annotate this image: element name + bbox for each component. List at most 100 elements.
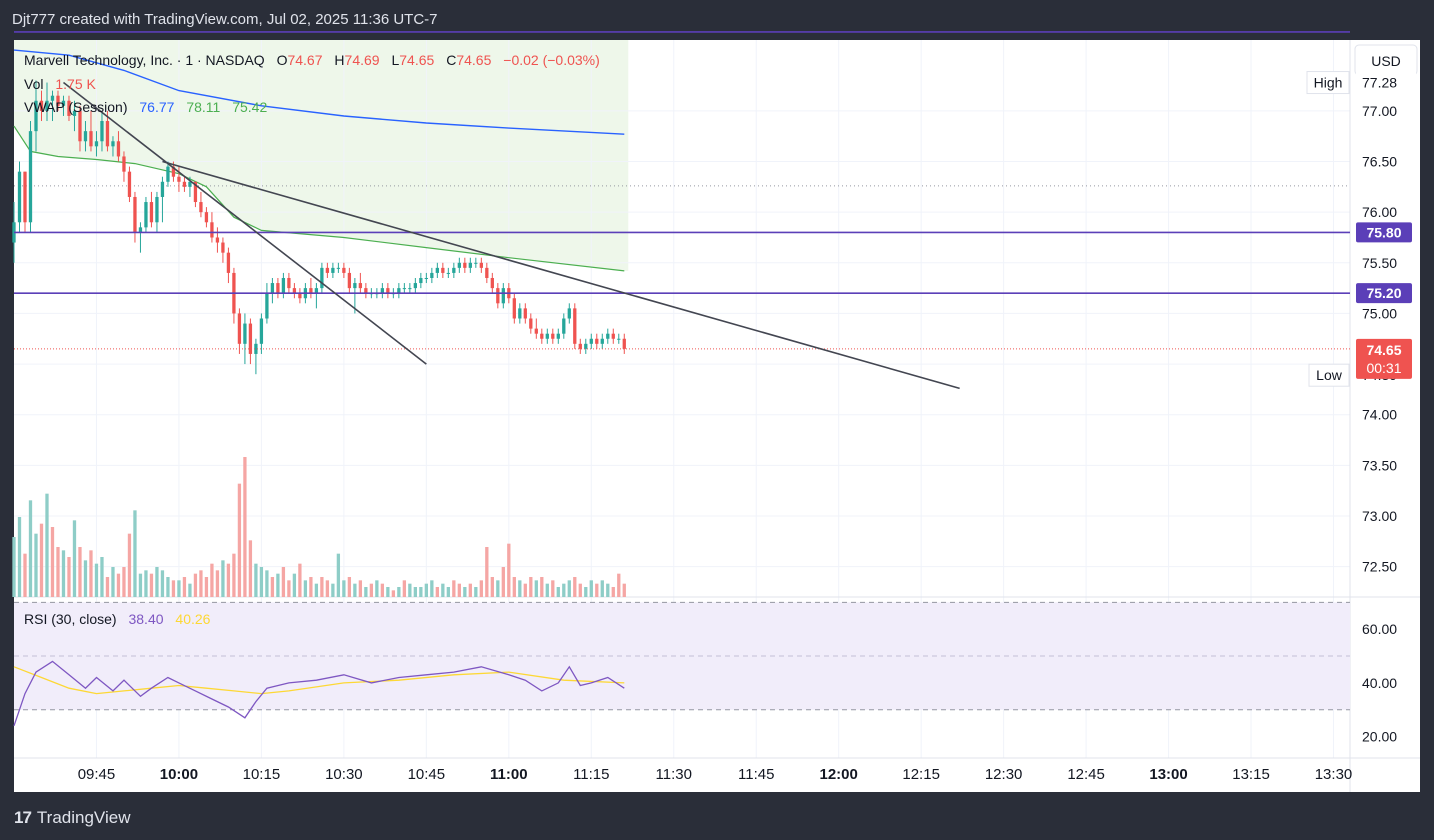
candle[interactable] xyxy=(39,90,44,122)
horizontal-levels[interactable]: 75.80 75.20 xyxy=(14,31,1412,350)
candle[interactable] xyxy=(325,262,330,278)
candle[interactable] xyxy=(419,272,423,289)
legend-rsi-label[interactable]: RSI (30, close) xyxy=(24,611,117,627)
candle[interactable] xyxy=(430,267,434,284)
candle[interactable] xyxy=(193,181,198,208)
candle[interactable] xyxy=(622,333,626,354)
candle[interactable] xyxy=(276,277,280,299)
candle[interactable] xyxy=(386,283,390,299)
candle[interactable] xyxy=(611,328,615,344)
candle[interactable] xyxy=(545,328,549,344)
candle[interactable] xyxy=(160,176,165,223)
candle[interactable] xyxy=(529,313,533,334)
trendlines[interactable] xyxy=(62,81,960,390)
candle[interactable] xyxy=(452,262,456,278)
candle[interactable] xyxy=(23,171,27,233)
candle[interactable] xyxy=(116,131,121,162)
candle[interactable] xyxy=(578,338,582,354)
candle[interactable] xyxy=(133,191,137,243)
candle[interactable] xyxy=(457,257,461,273)
candle[interactable] xyxy=(606,328,610,344)
legend-symbol[interactable]: Marvell Technology, Inc. · 1 · NASDAQ xyxy=(24,52,265,68)
candle[interactable] xyxy=(45,82,49,122)
candle[interactable] xyxy=(540,328,544,344)
candle[interactable] xyxy=(72,100,77,132)
candle[interactable] xyxy=(353,277,357,314)
candle[interactable] xyxy=(397,283,401,299)
candle[interactable] xyxy=(243,313,247,365)
candle[interactable] xyxy=(523,303,527,324)
candle[interactable] xyxy=(463,257,467,273)
candle[interactable] xyxy=(595,333,599,349)
candle[interactable] xyxy=(215,227,220,253)
candle[interactable] xyxy=(287,272,291,294)
candle[interactable] xyxy=(562,313,566,339)
candle[interactable] xyxy=(204,207,209,228)
candle[interactable] xyxy=(468,257,472,273)
candle[interactable] xyxy=(111,136,115,157)
candle[interactable] xyxy=(435,262,439,278)
candle[interactable] xyxy=(50,90,55,122)
candle[interactable] xyxy=(210,212,214,243)
candle[interactable] xyxy=(166,161,170,187)
candle[interactable] xyxy=(589,333,593,349)
candle[interactable] xyxy=(67,95,71,122)
candle[interactable] xyxy=(518,303,522,324)
candle[interactable] xyxy=(534,318,538,339)
candle[interactable] xyxy=(424,272,428,284)
rsi-pane[interactable] xyxy=(13,601,1350,727)
candle[interactable] xyxy=(144,196,148,233)
candle[interactable] xyxy=(331,262,335,278)
candle[interactable] xyxy=(342,262,346,278)
candle[interactable] xyxy=(56,90,60,111)
candle[interactable] xyxy=(199,191,203,218)
candle[interactable] xyxy=(254,338,258,375)
candle[interactable] xyxy=(320,262,324,294)
candle[interactable] xyxy=(490,272,494,294)
candle[interactable] xyxy=(122,151,126,182)
candle[interactable] xyxy=(89,110,93,152)
candle[interactable] xyxy=(182,176,187,192)
candle[interactable] xyxy=(17,161,22,233)
candle[interactable] xyxy=(138,222,143,253)
time-axis[interactable]: 09:45 10:00 10:15 10:30 10:45 11:00 11:15 11:30… xyxy=(78,766,1353,783)
currency-label[interactable]: USD xyxy=(1371,53,1401,69)
candle[interactable] xyxy=(556,328,560,344)
tradingview-logo[interactable]: 17 TradingView xyxy=(14,808,130,828)
candle[interactable] xyxy=(259,313,264,354)
trendline[interactable] xyxy=(62,81,427,365)
candle[interactable] xyxy=(496,283,500,309)
candle[interactable] xyxy=(226,247,231,284)
candle[interactable] xyxy=(309,277,313,299)
candle[interactable] xyxy=(479,257,483,273)
candle[interactable] xyxy=(336,262,341,273)
candle[interactable] xyxy=(61,95,66,116)
price-axis[interactable]: USD72.5073.0073.5074.0074.5075.0075.5076… xyxy=(1306,44,1418,745)
candle[interactable] xyxy=(441,262,445,278)
candle[interactable] xyxy=(292,283,297,299)
candle[interactable] xyxy=(34,80,38,152)
candle[interactable] xyxy=(281,272,286,299)
candle[interactable] xyxy=(28,121,33,233)
candle[interactable] xyxy=(314,283,319,309)
candle[interactable] xyxy=(248,318,253,365)
candle[interactable] xyxy=(127,166,132,203)
candle[interactable] xyxy=(155,191,159,233)
candle[interactable] xyxy=(512,293,516,324)
candle[interactable] xyxy=(94,131,99,157)
candle[interactable] xyxy=(413,277,417,294)
candle[interactable] xyxy=(221,237,225,263)
candle[interactable] xyxy=(177,166,181,192)
candle[interactable] xyxy=(474,257,478,268)
candle[interactable] xyxy=(402,283,407,294)
candle[interactable] xyxy=(149,191,154,228)
legend-vwap-label[interactable]: VWAP (Session) xyxy=(24,99,127,115)
candle[interactable] xyxy=(573,303,577,349)
candle[interactable] xyxy=(78,105,82,152)
candle[interactable] xyxy=(617,333,621,344)
candle[interactable] xyxy=(298,288,302,304)
candle[interactable] xyxy=(270,277,275,304)
trendline[interactable] xyxy=(162,160,960,390)
candle[interactable] xyxy=(347,267,352,294)
